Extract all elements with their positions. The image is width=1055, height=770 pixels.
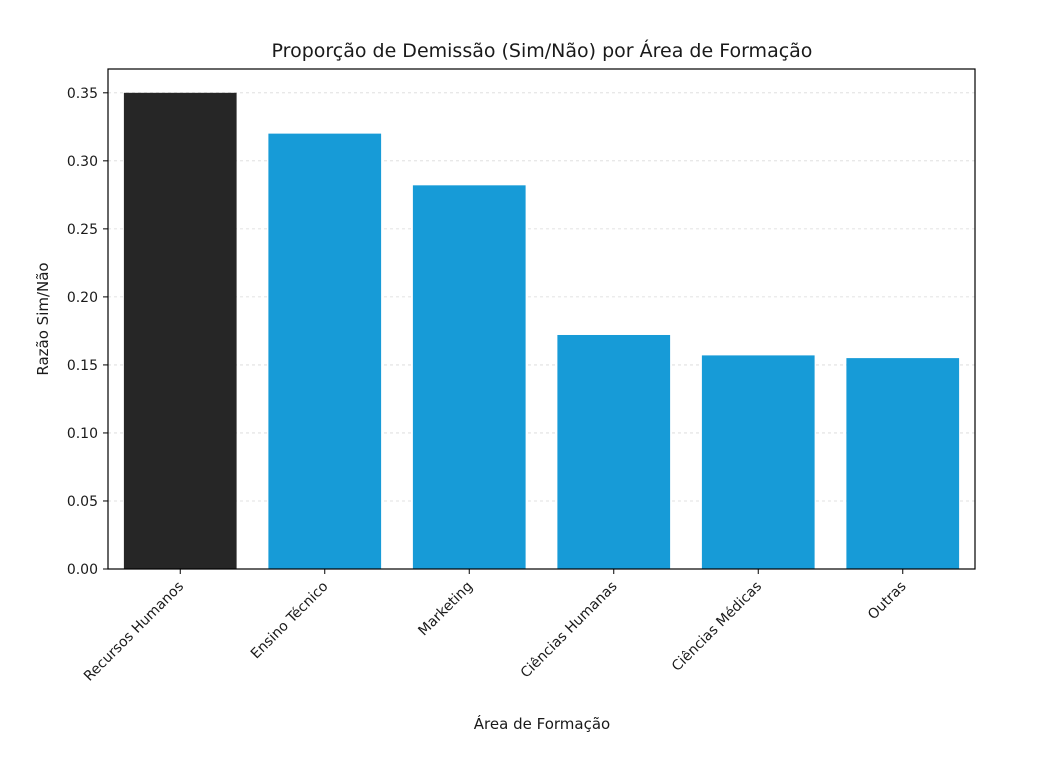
y-tick-label: 0.15 — [67, 358, 98, 374]
x-tick-label: Marketing — [415, 579, 476, 640]
y-tick-label: 0.35 — [67, 86, 98, 102]
y-tick-label: 0.05 — [67, 494, 98, 510]
y-axis-ticks: 0.00 0.05 0.10 0.15 0.20 0.25 0.30 0.35 — [67, 86, 108, 578]
x-axis-label: Área de Formação — [474, 714, 610, 733]
x-tick-label: Ciências Médicas — [669, 579, 765, 675]
x-tick-label: Outras — [865, 579, 910, 624]
plot-frame — [107, 68, 976, 570]
y-tick-label: 0.10 — [67, 426, 98, 442]
x-tick-label: Ensino Técnico — [248, 579, 332, 663]
bar — [557, 334, 671, 569]
bar — [846, 358, 960, 569]
y-tick-label: 0.30 — [67, 154, 98, 170]
x-tick-label: Recursos Humanos — [81, 579, 187, 685]
bar — [268, 133, 382, 569]
chart-title: Proporção de Demissão (Sim/Não) por Área… — [272, 39, 813, 62]
x-axis-ticks: Recursos Humanos Ensino Técnico Marketing C… — [81, 569, 910, 685]
y-tick-label: 0.25 — [67, 222, 98, 238]
y-tick-label: 0.00 — [67, 562, 98, 578]
bar — [123, 92, 237, 570]
grid-lines — [108, 92, 975, 570]
bar — [412, 185, 526, 569]
y-tick-label: 0.20 — [67, 290, 98, 306]
bars — [123, 92, 960, 570]
y-axis-label: Razão Sim/Não — [34, 262, 52, 375]
bar — [701, 355, 815, 569]
x-tick-label: Ciências Humanas — [518, 579, 621, 682]
